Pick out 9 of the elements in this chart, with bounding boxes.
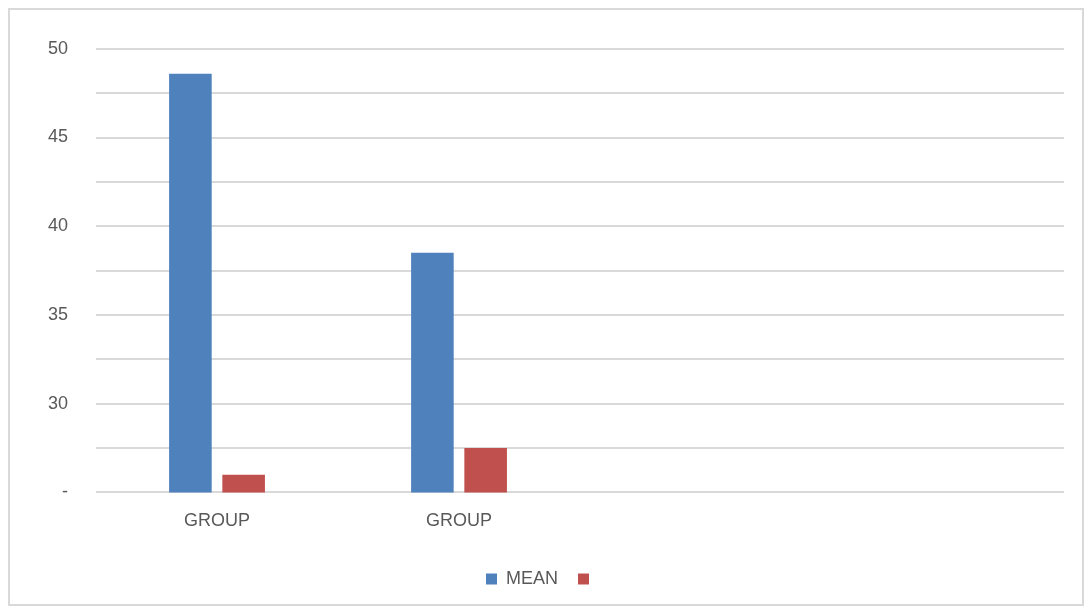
y-tick-label: 40	[47, 215, 69, 236]
y-tick-label: 30	[47, 392, 69, 413]
x-tick-label: GROUP	[426, 510, 493, 531]
y-tick-label: 35	[47, 303, 69, 324]
y-tick-label: -	[62, 481, 69, 502]
y-tick-label: 45	[47, 126, 69, 147]
x-tick-label: GROUP	[184, 510, 251, 531]
legend-label: MEAN	[506, 567, 559, 588]
y-tick-label: 50	[47, 37, 69, 58]
